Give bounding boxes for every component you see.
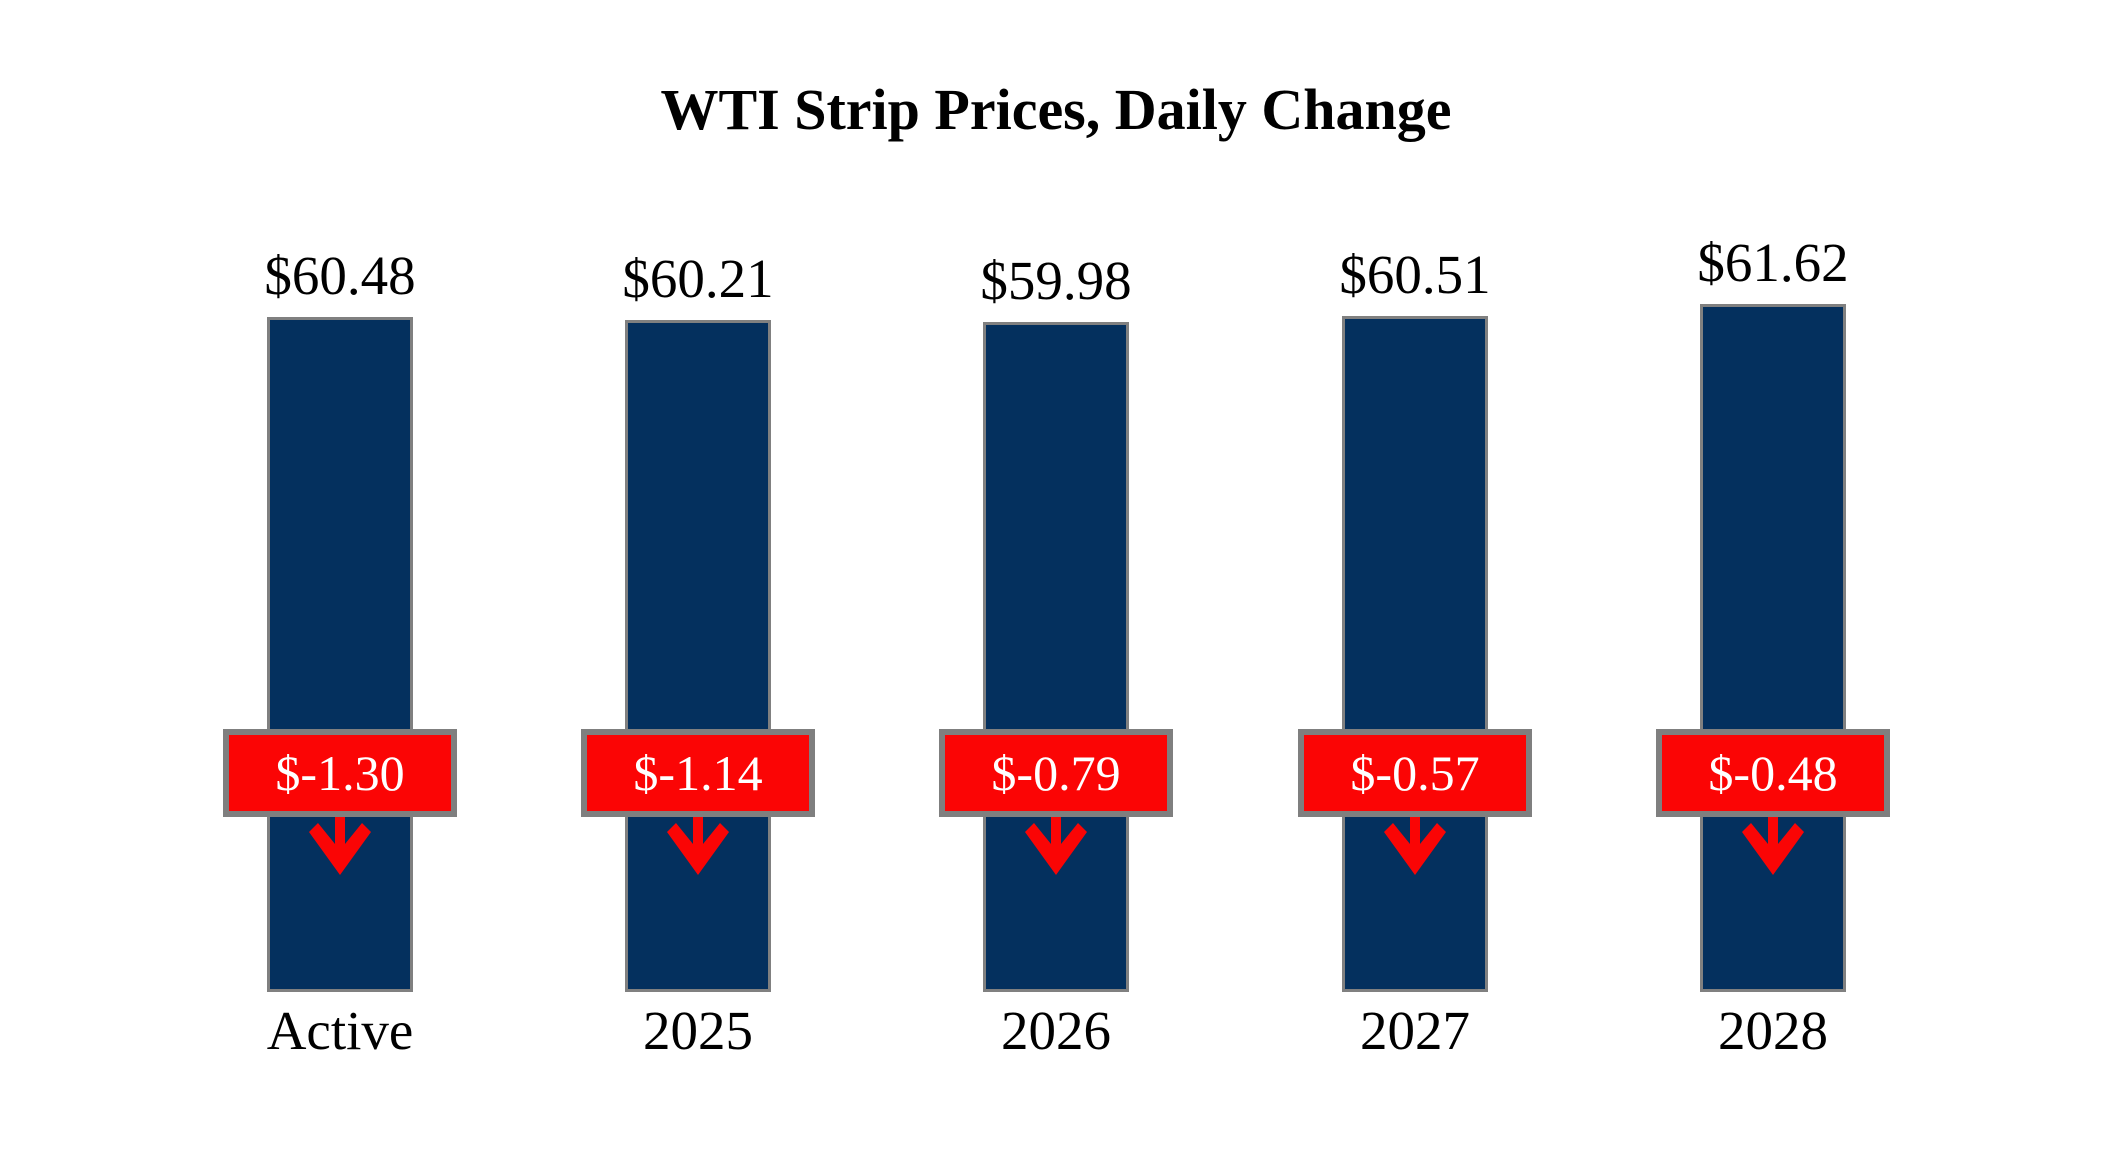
bar-value-label: $59.98 bbox=[980, 250, 1132, 311]
bar-group: $60.21 $-1.14 2025 bbox=[519, 0, 877, 1152]
category-label: 2028 bbox=[1718, 1000, 1828, 1061]
bar-group: $61.62 $-0.48 2028 bbox=[1594, 0, 1952, 1152]
bar bbox=[983, 322, 1129, 992]
bar-group: $60.51 $-0.57 2027 bbox=[1236, 0, 1594, 1152]
down-arrow-icon bbox=[1025, 817, 1087, 875]
down-arrow-icon bbox=[1384, 817, 1446, 875]
bar bbox=[1342, 316, 1488, 992]
bar-group: $59.98 $-0.79 2026 bbox=[877, 0, 1235, 1152]
bar bbox=[625, 320, 771, 992]
daily-change-badge: $-1.14 bbox=[581, 729, 815, 817]
down-arrow-icon bbox=[1742, 817, 1804, 875]
bar-value-label: $60.21 bbox=[622, 248, 774, 309]
chart-title: WTI Strip Prices, Daily Change bbox=[660, 77, 1452, 142]
bar-value-label: $60.48 bbox=[264, 245, 416, 306]
category-label: 2026 bbox=[1001, 1000, 1111, 1061]
bar-group: $60.48 $-1.30 Active bbox=[161, 0, 519, 1152]
daily-change-badge: $-0.57 bbox=[1298, 729, 1532, 817]
daily-change-badge: $-0.48 bbox=[1656, 729, 1890, 817]
daily-change-badge: $-1.30 bbox=[223, 729, 457, 817]
bar-value-label: $61.62 bbox=[1697, 232, 1849, 293]
category-label: Active bbox=[266, 1000, 414, 1061]
down-arrow-icon bbox=[667, 817, 729, 875]
down-arrow-icon bbox=[309, 817, 371, 875]
category-label: 2027 bbox=[1360, 1000, 1470, 1061]
bar bbox=[267, 317, 413, 992]
bar bbox=[1700, 304, 1846, 992]
daily-change-badge: $-0.79 bbox=[939, 729, 1173, 817]
bar-value-label: $60.51 bbox=[1339, 244, 1491, 305]
category-label: 2025 bbox=[643, 1000, 753, 1061]
